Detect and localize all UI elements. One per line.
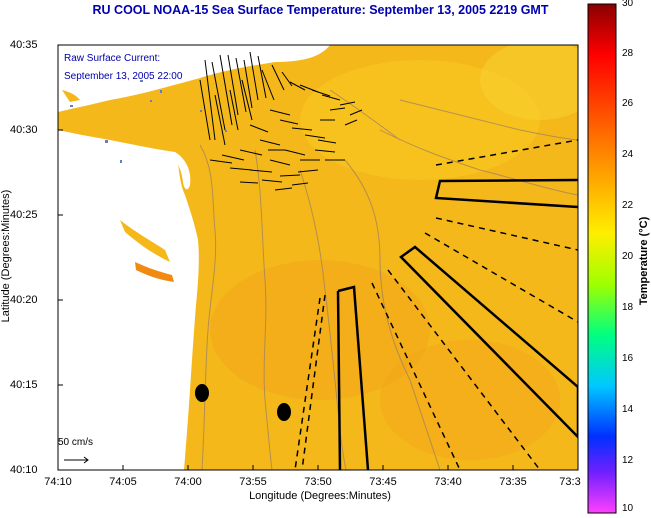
page-title: RU COOL NOAA-15 Sea Surface Temperature:… [92, 3, 549, 17]
cool-patch [480, 45, 578, 120]
x-tick-label: 73:35 [499, 476, 527, 488]
x-tick-label: 74:00 [174, 476, 202, 488]
x-tick-label: 73:40 [434, 476, 462, 488]
y-tick-label: 40:25 [10, 209, 38, 221]
station-marker[interactable] [195, 384, 209, 402]
land-new-jersey [58, 130, 199, 470]
x-tick-label: 74:10 [44, 476, 72, 488]
warm-patch [380, 340, 560, 460]
river-inlet [120, 220, 170, 262]
current-legend-title: Raw Surface Current: [64, 53, 161, 64]
axis-ticks [57, 44, 579, 471]
scale-arrow [64, 456, 89, 464]
y-tick-label: 40:20 [10, 294, 38, 306]
x-tick-label: 74:05 [109, 476, 137, 488]
land-sandy-hook [172, 152, 191, 190]
y-tick-label: 40:35 [10, 39, 38, 51]
colorbar-tick: 10 [622, 503, 634, 514]
y-tick-label: 40:15 [10, 379, 38, 391]
colorbar-tick: 22 [622, 200, 634, 211]
colorbar-tick: 28 [622, 48, 634, 59]
scale-label: 50 cm/s [58, 437, 94, 448]
x-tick-label: 73:3 [559, 476, 581, 488]
colorbar-tick: 20 [622, 251, 634, 262]
colorbar-tick: 14 [622, 404, 634, 415]
colorbar-tick: 24 [622, 149, 634, 160]
cloud-speckles [70, 80, 227, 163]
colorbar-title: Temperature (°C) [638, 216, 650, 306]
y-tick-label: 40:10 [10, 464, 38, 476]
cool-patch [300, 60, 540, 180]
colorbar-tick: 12 [622, 455, 634, 466]
river-inlet [135, 262, 174, 282]
x-axis-label: Longitude (Degrees:Minutes) [249, 490, 391, 502]
colorbar-tick: 16 [622, 353, 634, 364]
transect-dashed [294, 139, 578, 470]
bay-inlet [62, 90, 80, 102]
x-tick-label: 73:55 [239, 476, 267, 488]
colorbar-tick: 18 [622, 302, 634, 313]
x-tick-label: 73:50 [304, 476, 332, 488]
land-long-island [58, 45, 330, 112]
station-marker[interactable] [277, 403, 291, 421]
y-tick-label: 40:30 [10, 124, 38, 136]
current-legend-time: September 13, 2005 22:00 [64, 71, 183, 82]
temperature-colorbar [587, 3, 617, 514]
colorbar-tick: 30 [622, 0, 634, 9]
surface-current-vectors [199, 51, 363, 191]
x-tick-label: 73:45 [369, 476, 397, 488]
transect-boxes [336, 178, 578, 470]
colorbar-tick: 26 [622, 98, 634, 109]
